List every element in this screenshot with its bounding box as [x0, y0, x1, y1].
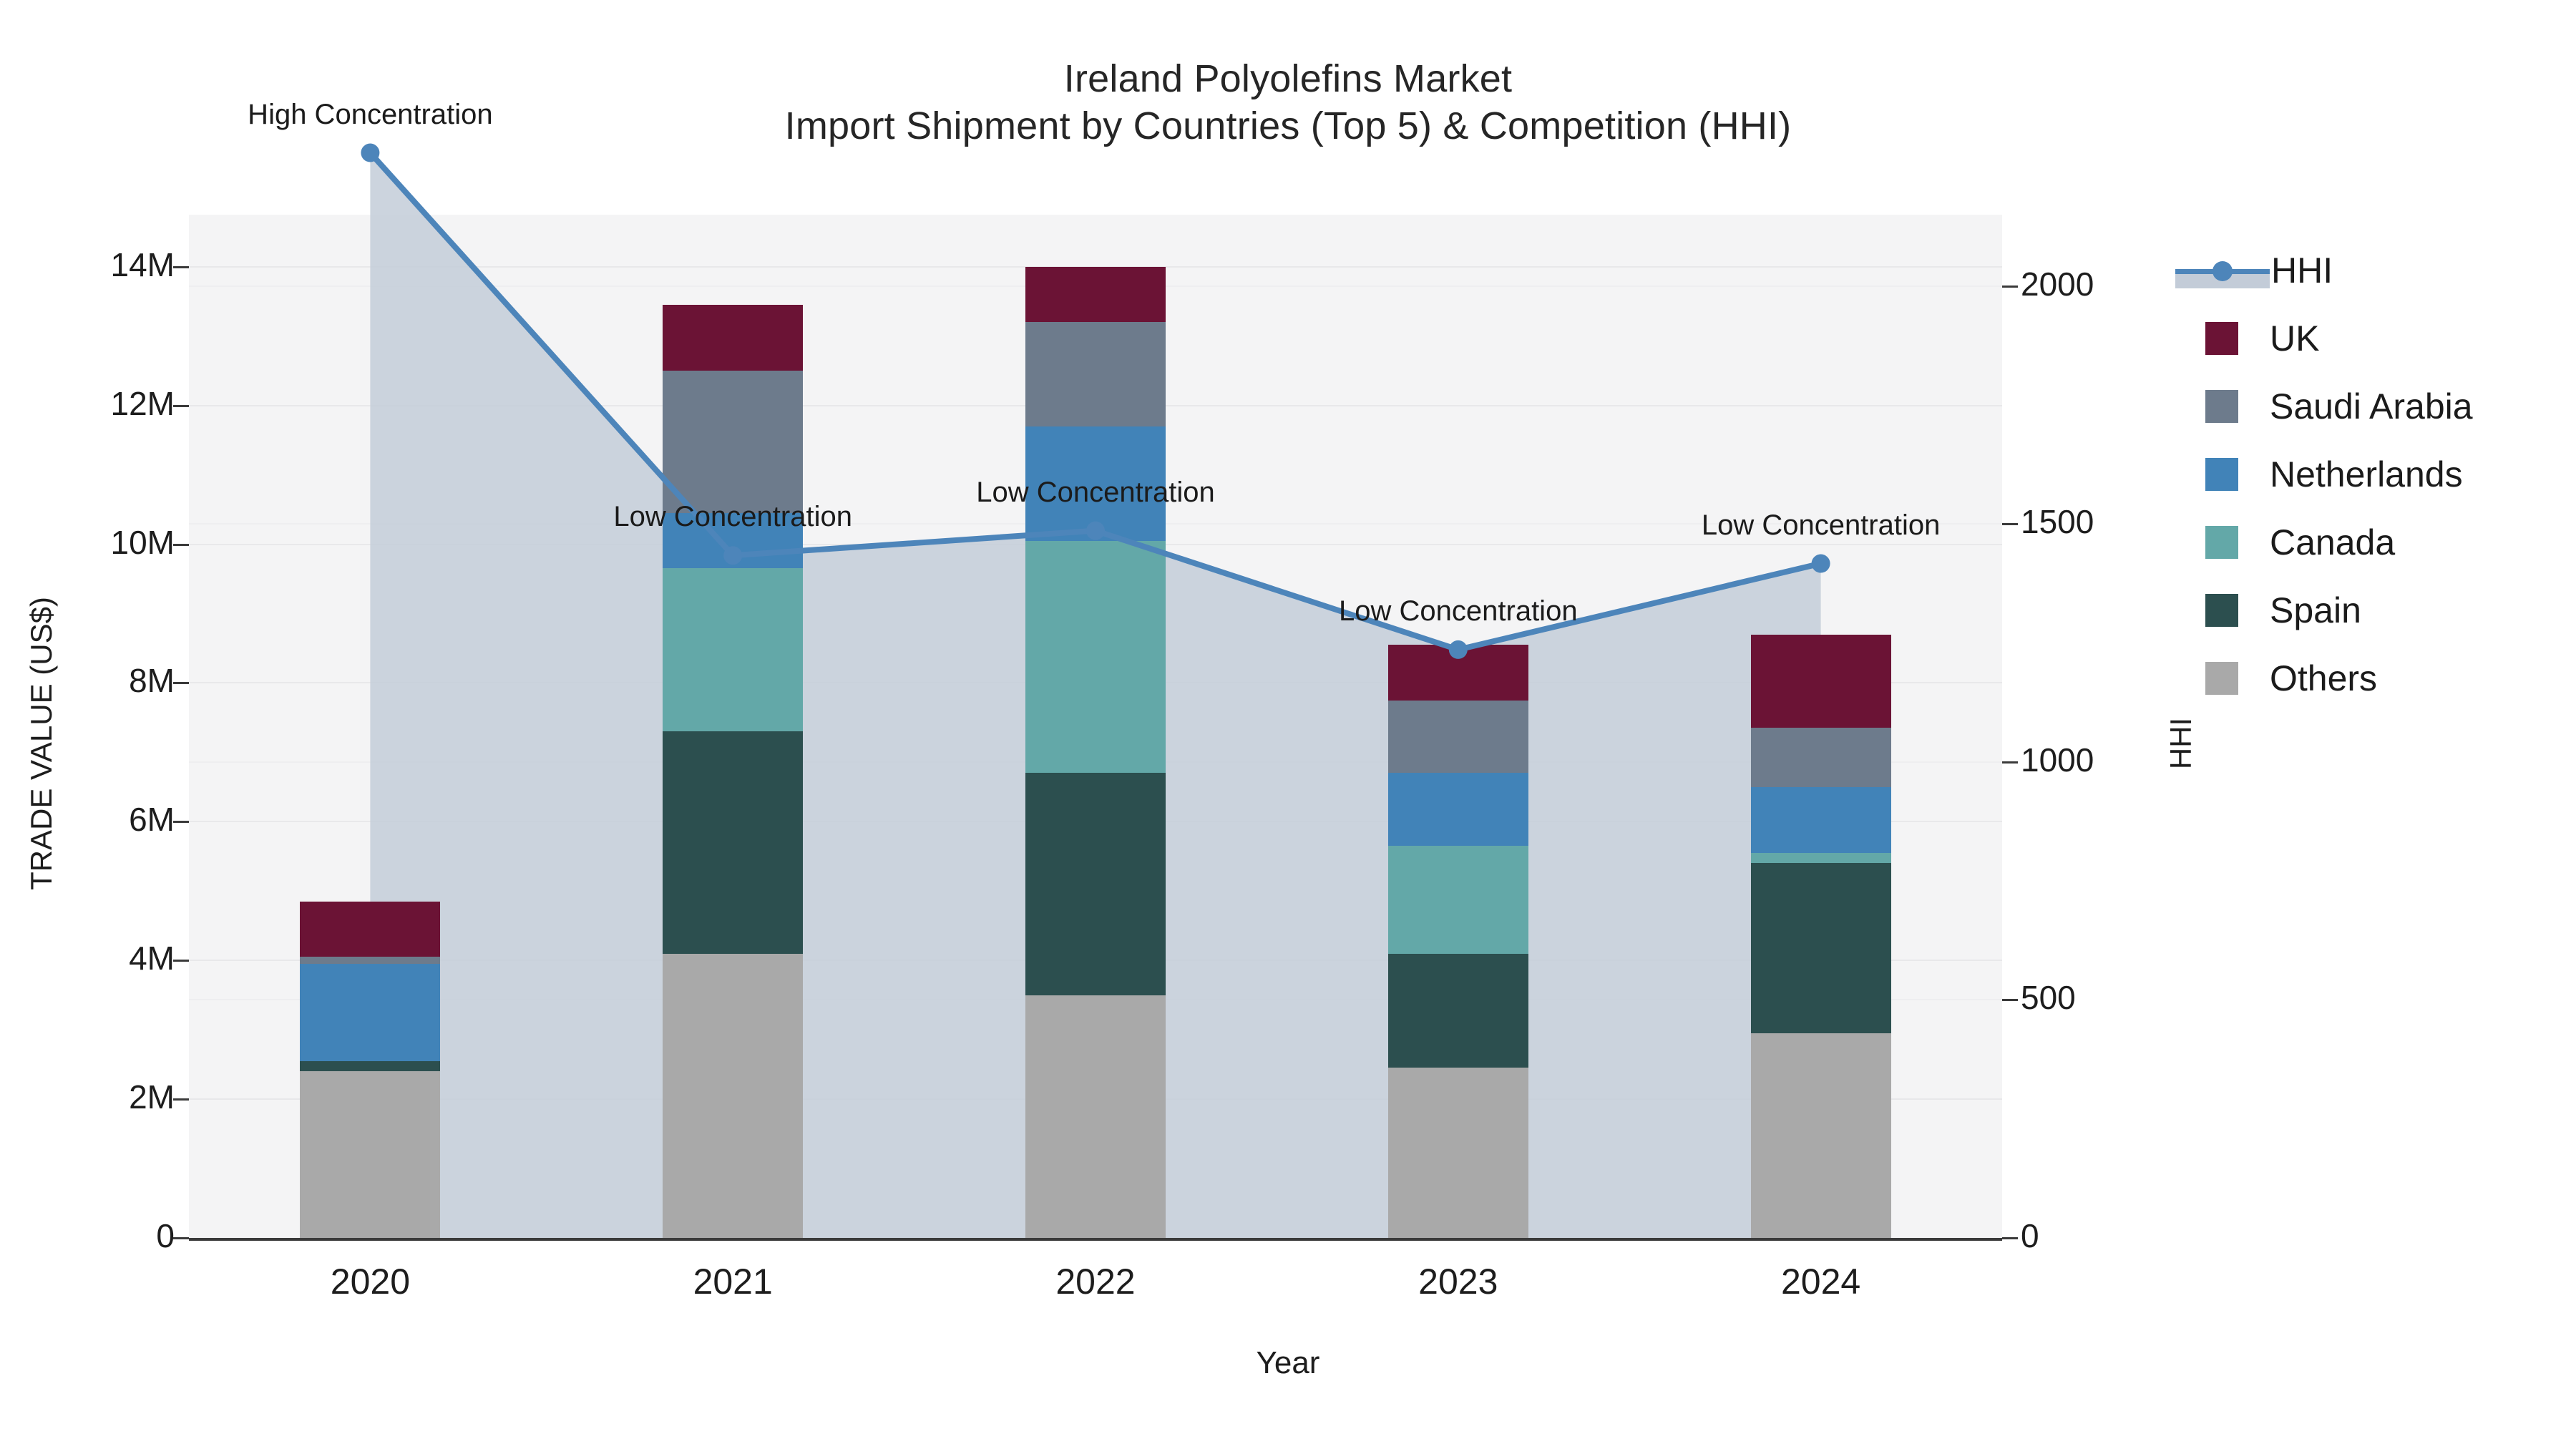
- hhi-data-point[interactable]: [361, 143, 380, 162]
- y-tick-label-left: 12M: [110, 384, 175, 422]
- concentration-annotation: High Concentration: [248, 98, 493, 130]
- x-axis-title: Year: [1256, 1345, 1320, 1380]
- y-tick-label-right: 500: [2021, 979, 2076, 1017]
- y-tick-label-right: 2000: [2021, 265, 2094, 303]
- bar-segment[interactable]: [1750, 863, 1891, 1033]
- x-axis-line: [189, 1238, 2002, 1241]
- hhi-data-point[interactable]: [1811, 554, 1830, 573]
- y-tick-mark-left: [173, 543, 189, 546]
- legend-label: UK: [2270, 318, 2320, 358]
- bar-segment[interactable]: [1025, 773, 1166, 995]
- legend-label: Others: [2270, 658, 2378, 698]
- legend-item[interactable]: Canada: [2175, 508, 2576, 576]
- bar-segment[interactable]: [300, 1071, 441, 1238]
- x-tick-label[interactable]: 2022: [1055, 1262, 1136, 1302]
- bar-segment[interactable]: [300, 1060, 441, 1072]
- legend-area-swatch: [2175, 273, 2270, 288]
- y-tick-label-right: 0: [2021, 1217, 2039, 1254]
- legend-item[interactable]: Saudi Arabia: [2175, 372, 2576, 440]
- bar-segment[interactable]: [1387, 953, 1528, 1068]
- bar-segment[interactable]: [1025, 540, 1166, 774]
- legend-color-swatch: [2205, 321, 2238, 355]
- plot-area: High Concentration Low Concentration Low C…: [189, 99, 2002, 1238]
- legend-line-icon: [2175, 254, 2270, 288]
- bar-segment[interactable]: [1750, 634, 1891, 728]
- hhi-line-overlay: [361, 143, 1830, 659]
- legend-item[interactable]: HHI: [2175, 236, 2576, 304]
- y-tick-label-right: 1500: [2021, 503, 2094, 541]
- legend-label: Spain: [2270, 590, 2361, 630]
- y-tick-label-left: 8M: [129, 662, 175, 700]
- y-tick-mark-right: [2002, 523, 2018, 526]
- y-tick-label-left: 4M: [129, 940, 175, 977]
- bar-segment[interactable]: [663, 731, 804, 954]
- legend-color-swatch: [2205, 593, 2238, 627]
- bar-segment[interactable]: [1387, 1068, 1528, 1238]
- bar-segment[interactable]: [663, 953, 804, 1238]
- bar-segment[interactable]: [1025, 266, 1166, 323]
- y-tick-label-left: 14M: [110, 245, 175, 283]
- legend-label: Canada: [2270, 522, 2396, 562]
- chart-title: Ireland Polyolefins Market: [1063, 57, 1513, 100]
- legend-item[interactable]: UK: [2175, 304, 2576, 372]
- hhi-line: [368, 150, 1822, 653]
- y-tick-mark-right: [2002, 285, 2018, 288]
- y-tick-label-left: 0: [156, 1217, 175, 1254]
- y-tick-label-right: 1000: [2021, 741, 2094, 779]
- bar-segment[interactable]: [1750, 852, 1891, 864]
- y-tick-mark-right: [2002, 761, 2018, 763]
- hhi-data-point[interactable]: [1448, 640, 1468, 659]
- legend-item[interactable]: Spain: [2175, 576, 2576, 644]
- legend-color-swatch: [2205, 389, 2238, 423]
- legend-color-swatch: [2205, 457, 2238, 491]
- concentration-annotation: Low Concentration: [976, 476, 1215, 508]
- bar-segment[interactable]: [1025, 995, 1166, 1238]
- hhi-data-point[interactable]: [723, 546, 743, 565]
- hhi-data-point[interactable]: [1086, 521, 1105, 540]
- legend-color-swatch: [2205, 525, 2238, 559]
- bar-segment[interactable]: [1387, 773, 1528, 847]
- y-tick-mark-left: [173, 265, 189, 268]
- y-tick-label-left: 2M: [129, 1078, 175, 1116]
- legend-label: HHI: [2271, 250, 2333, 291]
- bar-segment[interactable]: [663, 305, 804, 371]
- x-tick-label[interactable]: 2020: [330, 1262, 410, 1302]
- y-tick-label-left: 6M: [129, 801, 175, 839]
- bar-segment[interactable]: [1750, 786, 1891, 853]
- bar-segment[interactable]: [1387, 846, 1528, 954]
- legend-label: Saudi Arabia: [2270, 386, 2473, 426]
- y-tick-mark-right: [2002, 1237, 2018, 1239]
- bar-segment[interactable]: [663, 568, 804, 732]
- bar-segment[interactable]: [1750, 728, 1891, 787]
- bar-segment[interactable]: [1750, 1033, 1891, 1238]
- bar-segment[interactable]: [300, 901, 441, 957]
- y-tick-mark-right: [2002, 999, 2018, 1002]
- legend-item[interactable]: Others: [2175, 644, 2576, 712]
- bar-segment[interactable]: [300, 964, 441, 1061]
- y-axis-title-left: TRADE VALUE (US$): [24, 597, 58, 890]
- y-tick-mark-left: [173, 821, 189, 824]
- legend-color-swatch: [2205, 661, 2238, 695]
- concentration-annotation: Low Concentration: [1339, 595, 1578, 627]
- x-tick-label[interactable]: 2021: [693, 1262, 773, 1302]
- y-tick-mark-left: [173, 1098, 189, 1101]
- legend-label: Netherlands: [2270, 454, 2463, 494]
- x-tick-label[interactable]: 2024: [1780, 1262, 1861, 1302]
- legend-marker-icon: [2212, 260, 2233, 281]
- chart-legend: HHI UK Saudi Arabia Netherlands Canada Spain O…: [2175, 236, 2576, 712]
- concentration-annotation: Low Concentration: [613, 501, 852, 533]
- y-tick-label-left: 10M: [110, 523, 175, 561]
- bar-segment[interactable]: [1025, 322, 1166, 426]
- y-tick-mark-left: [173, 682, 189, 685]
- legend-item[interactable]: Netherlands: [2175, 440, 2576, 508]
- x-tick-label[interactable]: 2023: [1418, 1262, 1498, 1302]
- concentration-annotation: Low Concentration: [1701, 509, 1941, 541]
- y-tick-mark-left: [173, 1237, 189, 1239]
- bar-segment[interactable]: [663, 371, 804, 513]
- bar-segment[interactable]: [1387, 700, 1528, 774]
- y-tick-mark-left: [173, 960, 189, 962]
- y-tick-mark-left: [173, 404, 189, 407]
- bar-segment[interactable]: [300, 957, 441, 965]
